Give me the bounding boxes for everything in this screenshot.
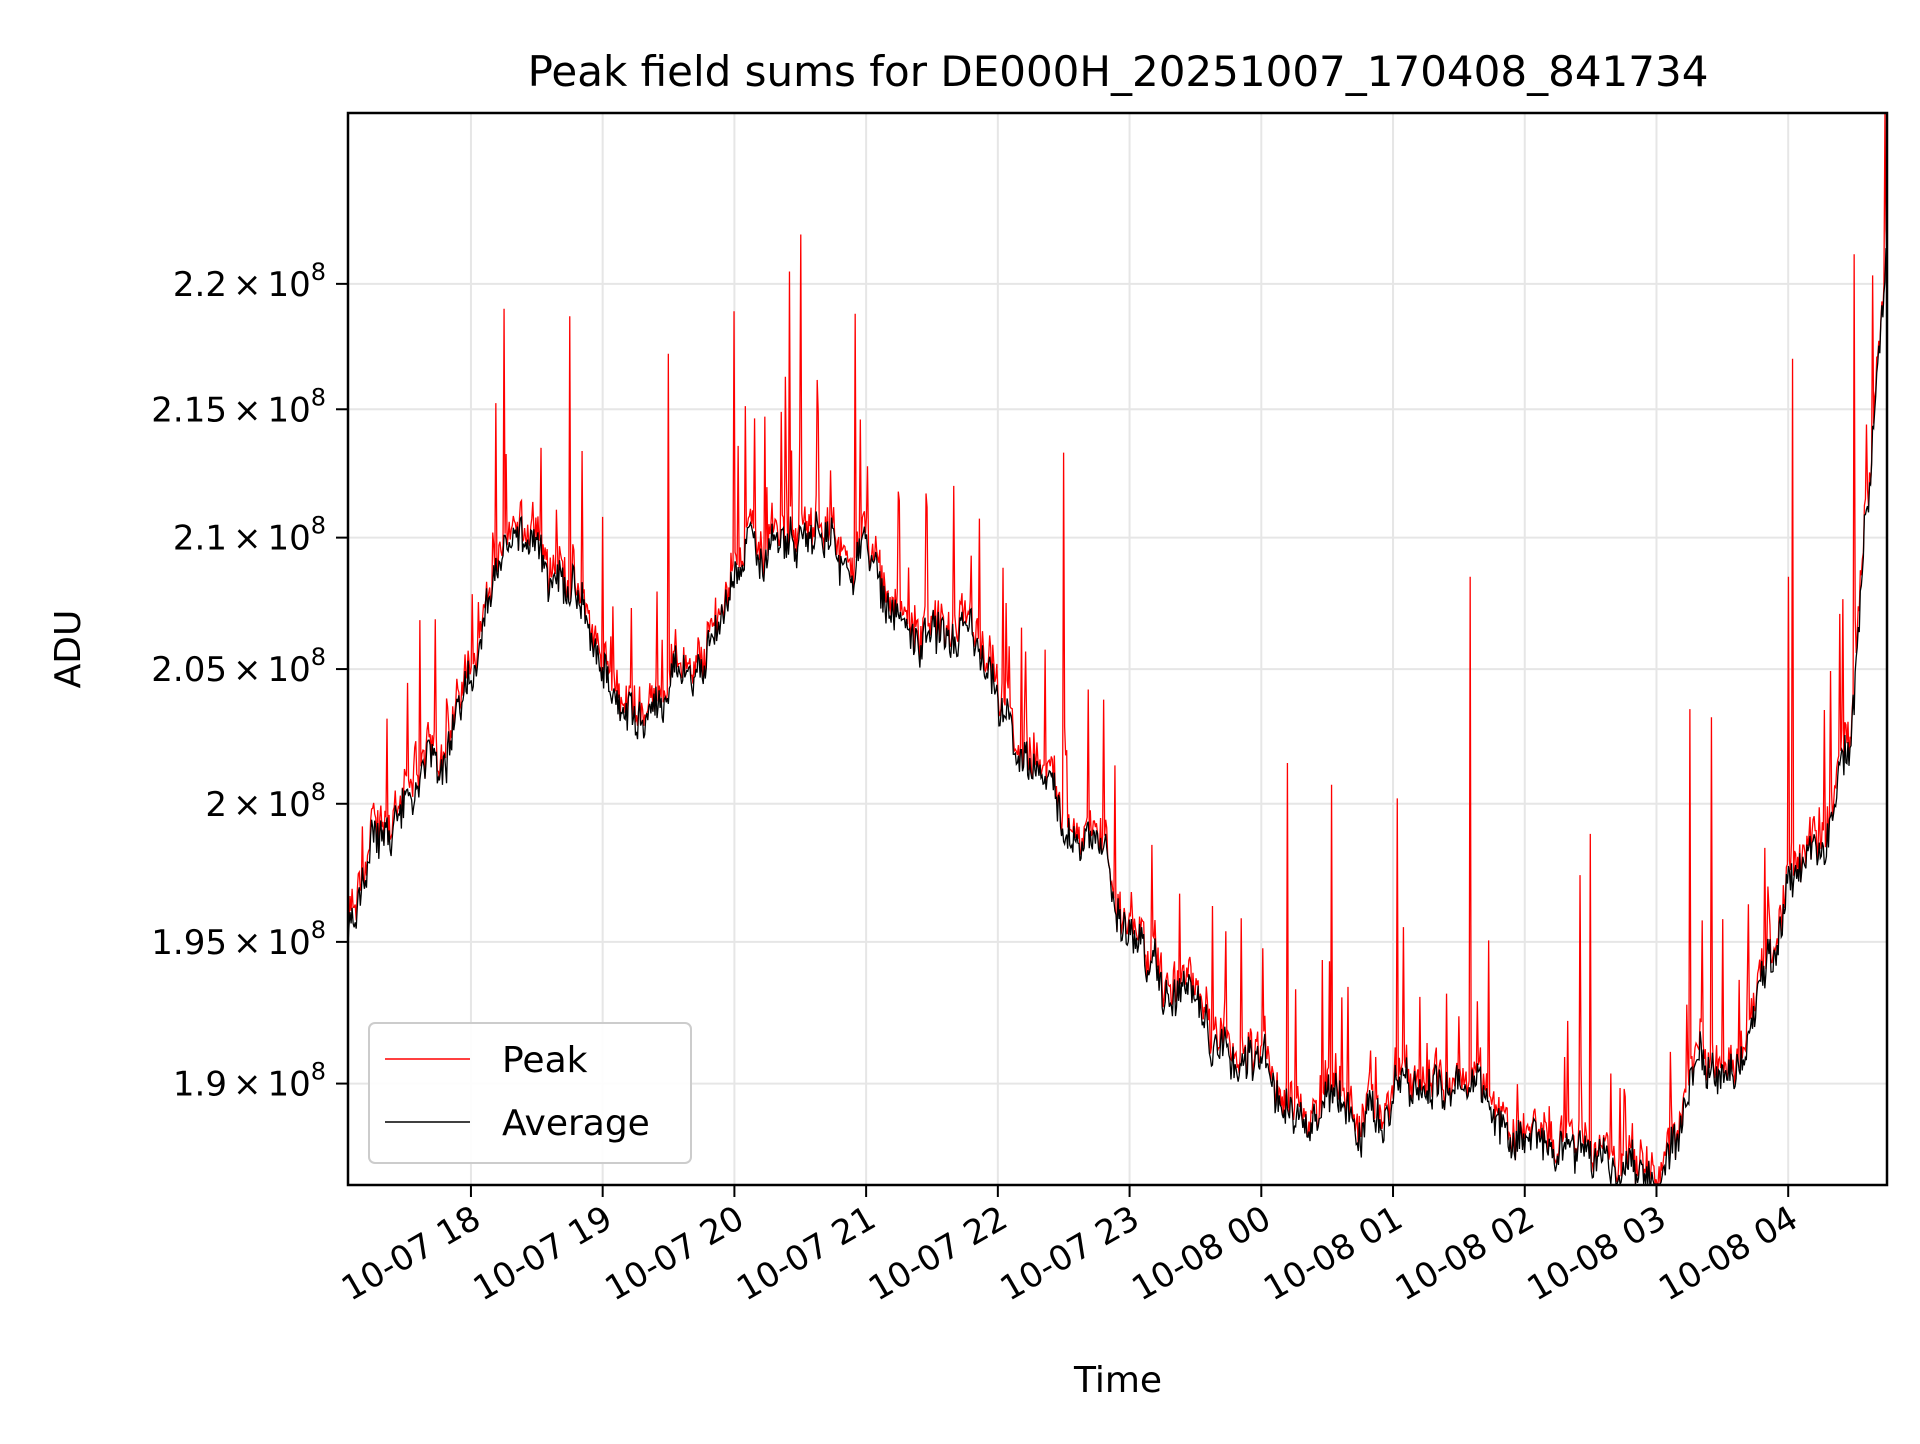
x-tick-label: 10-08 01 xyxy=(1257,1198,1409,1309)
x-tick-label: 10-08 00 xyxy=(1125,1198,1277,1309)
legend: Peak Average xyxy=(368,1022,692,1164)
series-layer xyxy=(347,113,1888,1187)
x-tick-label: 10-08 04 xyxy=(1652,1198,1804,1309)
y-tick-label: 2 × 108 xyxy=(205,778,326,825)
y-ticks: 1.9 × 108 1.95 × 108 2 × 108 2.05 × 108 2.1 × 108 2.15 ×… xyxy=(151,258,348,1105)
x-tick-label: 10-07 18 xyxy=(335,1198,487,1309)
y-axis-label: ADU xyxy=(48,610,89,689)
y-tick-mantissa: 2.1 xyxy=(173,519,227,559)
legend-box xyxy=(368,1022,692,1164)
x-tick-label: 10-08 03 xyxy=(1521,1198,1673,1309)
y-tick-label: 1.95 × 108 xyxy=(151,916,326,963)
x-axis-label: Time xyxy=(1073,1360,1162,1401)
legend-label-average: Average xyxy=(502,1103,650,1144)
legend-label-peak: Peak xyxy=(502,1040,588,1081)
y-tick-exponent: 8 xyxy=(311,512,326,540)
x-tick-label: 10-07 23 xyxy=(994,1198,1146,1309)
x-tick-label: 10-07 19 xyxy=(467,1198,619,1309)
y-tick-label: 2.1 × 108 xyxy=(173,512,326,559)
y-tick-mantissa: 2.05 xyxy=(151,650,227,690)
y-tick-mantissa: 1.95 xyxy=(151,923,227,963)
y-tick-label: 1.9 × 108 xyxy=(173,1058,326,1105)
x-tick-label: 10-08 02 xyxy=(1389,1198,1541,1309)
y-tick-mantissa: 2.15 xyxy=(151,390,227,430)
series-line-average xyxy=(347,248,1888,1187)
y-tick-exponent: 8 xyxy=(311,778,326,806)
y-tick-mantissa: 2 xyxy=(205,785,227,825)
y-tick-label: 2.15 × 108 xyxy=(151,383,326,430)
y-tick-mantissa: 1.9 xyxy=(173,1065,227,1105)
y-tick-exponent: 8 xyxy=(311,258,326,286)
chart-title: Peak field sums for DE000H_20251007_1704… xyxy=(528,47,1709,96)
x-tick-label: 10-07 22 xyxy=(862,1198,1014,1309)
x-tick-label: 10-07 21 xyxy=(730,1198,882,1309)
y-tick-exponent: 8 xyxy=(311,1058,326,1086)
y-tick-exponent: 8 xyxy=(311,916,326,944)
y-tick-label: 2.05 × 108 xyxy=(151,643,326,690)
y-tick-exponent: 8 xyxy=(311,383,326,411)
y-tick-mantissa: 2.2 xyxy=(173,265,227,305)
y-tick-label: 2.2 × 108 xyxy=(173,258,326,305)
y-tick-exponent: 8 xyxy=(311,643,326,671)
plot-frame xyxy=(346,111,1889,1187)
x-tick-label: 10-07 20 xyxy=(599,1198,751,1309)
